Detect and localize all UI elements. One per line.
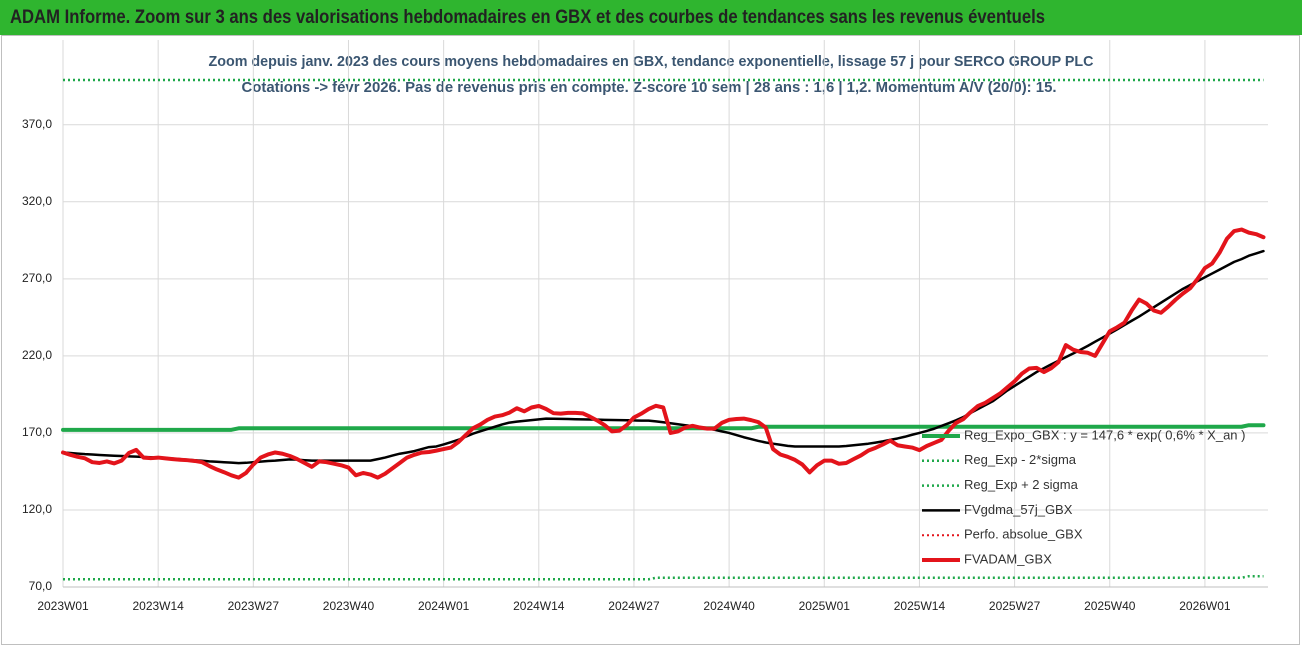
x-tick-label: 2025W27 <box>989 599 1041 613</box>
y-tick-label: 120,0 <box>22 502 52 516</box>
x-tick-label: 2026W01 <box>1179 599 1231 613</box>
legend-label: Reg_Exp + 2 sigma <box>964 477 1079 492</box>
y-tick-label: 220,0 <box>22 348 52 362</box>
x-tick-label: 2023W27 <box>228 599 280 613</box>
x-tick-label: 2023W14 <box>132 599 184 613</box>
plot <box>61 78 1266 581</box>
x-tick-label: 2024W27 <box>608 599 660 613</box>
chart-title: Zoom depuis janv. 2023 des cours moyens … <box>209 53 1094 70</box>
series-line <box>63 574 1264 581</box>
series-line <box>61 423 1266 432</box>
legend-label: Perfo. absolue_GBX <box>964 527 1083 542</box>
y-tick-label: 320,0 <box>22 194 52 208</box>
y-tick-label: 70,0 <box>29 579 53 593</box>
x-tick-label: 2024W40 <box>703 599 755 613</box>
legend-label: FVADAM_GBX <box>964 551 1052 566</box>
grid: 70,0 120,0 170,0 220,0 270,0 320,0 370,0 2023W0… <box>22 40 1268 613</box>
y-tick-label: 170,0 <box>22 425 52 439</box>
chart-subtitle: Cotations -> févr 2026. Pas de revenus p… <box>242 79 1057 96</box>
y-tick-label: 370,0 <box>22 117 52 131</box>
legend: Reg_Expo_GBX : y = 147,6 * exp( 0,6% * X… <box>922 427 1245 566</box>
banner-title: ADAM Informe. Zoom sur 3 ans des valoris… <box>10 7 1045 28</box>
series-line <box>61 227 1266 480</box>
chart-frame <box>1 35 1300 645</box>
legend-label: Reg_Expo_GBX : y = 147,6 * exp( 0,6% * X… <box>964 427 1245 442</box>
x-tick-label: 2025W14 <box>894 599 946 613</box>
x-tick-label: 2025W01 <box>799 599 851 613</box>
x-tick-label: 2024W14 <box>513 599 565 613</box>
x-tick-label: 2023W40 <box>323 599 375 613</box>
legend-label: Reg_Exp - 2*sigma <box>964 452 1077 467</box>
legend-label: FVgdma_57j_GBX <box>964 502 1073 517</box>
series-line <box>61 249 1265 465</box>
banner <box>0 0 1302 35</box>
x-tick-label: 2024W01 <box>418 599 470 613</box>
y-tick-label: 270,0 <box>22 271 52 285</box>
x-tick-label: 2023W01 <box>37 599 89 613</box>
x-tick-label: 2025W40 <box>1084 599 1136 613</box>
